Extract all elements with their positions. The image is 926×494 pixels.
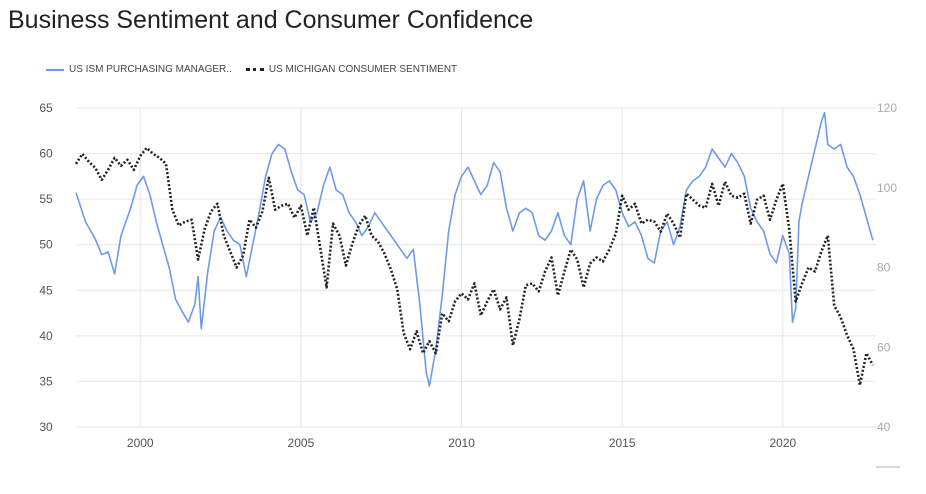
x-tick-label: 2000: [127, 436, 154, 450]
series-line-michigan: [74, 146, 874, 387]
y-right-tick-label: 60: [877, 340, 891, 354]
y-left-tick-label: 60: [39, 147, 53, 161]
y-right-tick-label: 100: [877, 181, 897, 195]
y-left-tick-label: 45: [39, 283, 53, 297]
y-left-tick-label: 35: [39, 374, 53, 388]
legend-label-ism: US ISM PURCHASING MANAGER..: [69, 64, 232, 75]
y-left-tick-label: 40: [39, 329, 53, 343]
legend-swatch-ism: [46, 68, 64, 71]
gridlines: [76, 107, 876, 428]
left-axis-ticks: 30 35 40 45 50 55 60 65: [39, 101, 53, 434]
legend-label-michigan: US MICHIGAN CONSUMER SENTIMENT: [268, 64, 458, 75]
legend-item-ism[interactable]: US ISM PURCHASING MANAGER..: [46, 64, 232, 75]
chart-title: Business Sentiment and Consumer Confiden…: [8, 6, 534, 34]
y-left-tick-label: 30: [39, 420, 53, 434]
y-left-tick-label: 50: [39, 238, 53, 252]
x-tick-label: 2020: [769, 436, 796, 450]
x-tick-label: 2005: [288, 436, 315, 450]
y-left-tick-label: 65: [39, 101, 53, 115]
y-right-tick-label: 120: [877, 101, 897, 115]
y-left-tick-label: 55: [39, 192, 53, 206]
series-lines: [74, 111, 874, 387]
legend-item-michigan[interactable]: US MICHIGAN CONSUMER SENTIMENT: [232, 64, 457, 75]
series-line-ism: [75, 111, 874, 387]
legend-swatch-michigan: [245, 68, 264, 71]
x-tick-label: 2010: [448, 436, 475, 450]
y-right-tick-label: 40: [877, 420, 891, 434]
x-tick-label: 2015: [609, 436, 636, 450]
legend: US ISM PURCHASING MANAGER.. US MICHIGAN …: [46, 64, 457, 75]
right-axis-ticks: 40 60 80 100 120: [877, 101, 897, 434]
y-right-tick-label: 80: [877, 261, 891, 275]
x-axis-ticks: 2000 2005 2010 2015 2020: [127, 436, 797, 450]
